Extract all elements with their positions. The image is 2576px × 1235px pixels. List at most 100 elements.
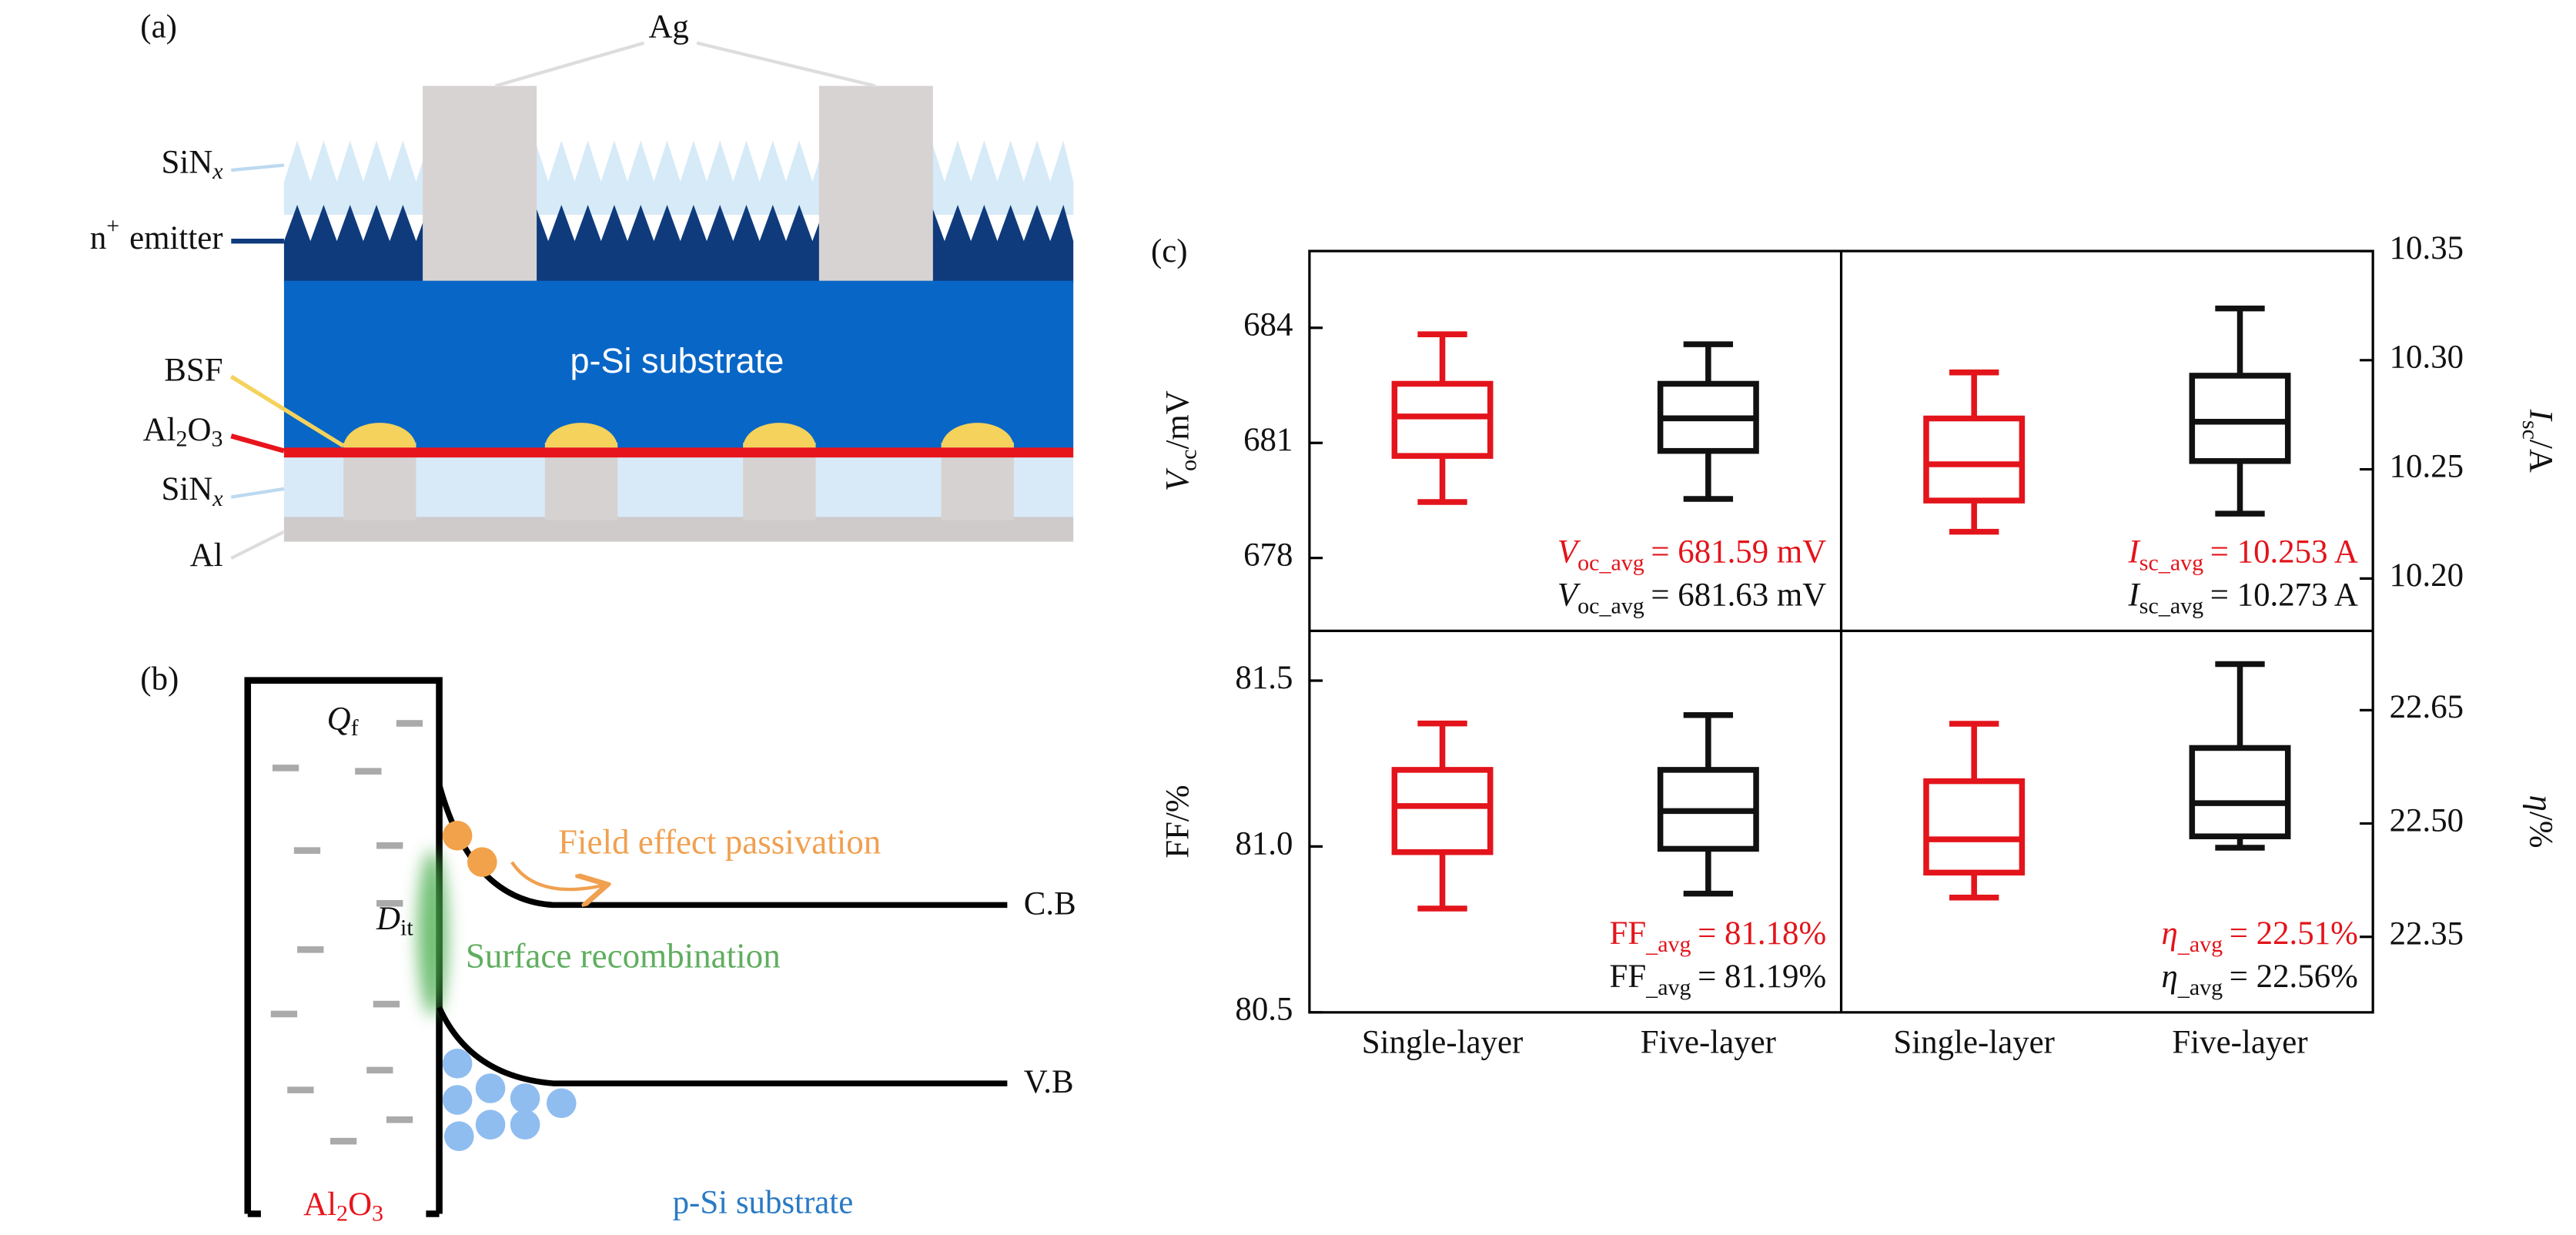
annotation-sub: _avg — [2177, 975, 2223, 1000]
box — [1923, 415, 2026, 504]
y-tick-label: 684 — [1243, 307, 1293, 343]
charge-dash — [355, 768, 382, 775]
shape — [283, 204, 1074, 284]
charge-dash — [396, 720, 423, 727]
y-label-rest: /mV — [1159, 390, 1196, 449]
shape — [231, 163, 285, 172]
shape — [494, 41, 645, 88]
annotation-rest: = 22.56% — [2230, 959, 2358, 995]
label: SiNx — [161, 144, 223, 184]
label: 2 — [176, 427, 188, 452]
shape — [417, 850, 448, 1016]
label: p-Si substrate — [570, 341, 784, 380]
y-label-sub: oc — [1176, 450, 1201, 471]
y-label-rest: /% — [2523, 812, 2559, 848]
shape — [437, 1006, 1008, 1086]
label: O — [348, 1186, 372, 1223]
shape — [230, 487, 285, 499]
label: O — [188, 412, 212, 448]
annotation-sub: sc_avg — [2139, 593, 2203, 618]
label: it — [400, 915, 413, 940]
charge-dash — [330, 1137, 357, 1145]
shape — [442, 1049, 577, 1152]
shape — [818, 85, 933, 281]
annotation-symbol: V — [1557, 577, 1581, 613]
box — [2189, 745, 2291, 839]
label: p-Si substrate — [673, 1185, 854, 1221]
label: Al2O3 — [303, 1186, 383, 1227]
label: f — [351, 715, 359, 741]
y-label: η/% — [2523, 795, 2559, 848]
label: n — [90, 220, 106, 256]
label: (a) — [140, 8, 177, 45]
annotation-symbol: V — [1557, 534, 1581, 571]
charge-dash — [272, 765, 299, 771]
y-tick-label: 10.30 — [2390, 340, 2464, 376]
y-tick-label: 10.25 — [2390, 448, 2464, 484]
annotation: Isc_avg = 10.273 A — [2128, 577, 2358, 618]
charge-dash — [373, 1000, 400, 1008]
y-axis-title: Isc/A — [2517, 409, 2559, 473]
annotation: Voc_avg = 681.63 mV — [1557, 577, 1826, 618]
label: C.B — [1024, 885, 1076, 922]
label: Dit — [376, 901, 413, 941]
label: Al — [190, 537, 223, 574]
label: 3 — [372, 1201, 383, 1227]
y-label-symbol: V — [1159, 467, 1196, 491]
annotation-sub: _avg — [1645, 932, 1691, 957]
shape — [229, 374, 345, 448]
y-label-symbol: I — [2523, 409, 2559, 422]
panel-b: (b) Qf Dit Field effect passivation Surf… — [140, 661, 1076, 1227]
label: Al — [303, 1186, 336, 1223]
label: emitter — [129, 220, 222, 256]
y-axis-title: η/% — [2523, 795, 2559, 848]
hole — [442, 1049, 473, 1079]
annotation-symbol: FF — [1609, 959, 1646, 995]
box — [1923, 778, 2026, 876]
hole — [475, 1109, 506, 1140]
shape — [423, 85, 537, 281]
y-label: FF/% — [1159, 785, 1196, 858]
y-tick-label: 22.50 — [2390, 802, 2464, 838]
y-tick-label: 678 — [1243, 537, 1293, 574]
annotation-rest: = 81.19% — [1698, 959, 1826, 995]
x-tick-label: Single-layer — [1362, 1025, 1524, 1061]
label: Field effect passivation — [558, 823, 881, 862]
charge-dash — [376, 842, 403, 849]
label: Q — [327, 701, 351, 737]
y-tick-label: 10.35 — [2390, 230, 2464, 266]
label: x — [212, 159, 223, 184]
bsf-cap — [343, 423, 417, 448]
charge-dash — [270, 1010, 298, 1018]
box — [1391, 767, 1494, 855]
hole — [510, 1109, 540, 1140]
label: Al2O3 — [143, 412, 223, 452]
shape — [442, 821, 473, 851]
label: BSF — [164, 353, 222, 389]
y-label-rest: /A — [2523, 440, 2559, 473]
shape — [244, 677, 443, 1214]
charge-dash — [297, 946, 324, 953]
label: V.B — [1024, 1064, 1074, 1100]
annotation: Isc_avg = 10.253 A — [2128, 534, 2358, 576]
y-label-symbol: η — [2523, 795, 2559, 812]
shape — [696, 41, 876, 88]
annotation-rest: = 22.51% — [2230, 915, 2358, 952]
y-label: Isc/A — [2517, 409, 2559, 473]
label: SiN — [161, 144, 212, 180]
shape — [510, 861, 604, 889]
annotation-sub: oc_avg — [1577, 550, 1644, 575]
hole — [442, 1085, 473, 1115]
label: Al — [143, 412, 176, 448]
y-tick-label: 22.35 — [2390, 916, 2464, 952]
label: 3 — [212, 427, 223, 452]
bsf-cap — [544, 423, 618, 448]
shape — [467, 847, 497, 877]
label: x — [212, 486, 223, 511]
label: Surface recombination — [466, 937, 781, 976]
charge-dash — [287, 1086, 314, 1093]
shape — [283, 280, 1074, 450]
box — [1391, 380, 1494, 459]
